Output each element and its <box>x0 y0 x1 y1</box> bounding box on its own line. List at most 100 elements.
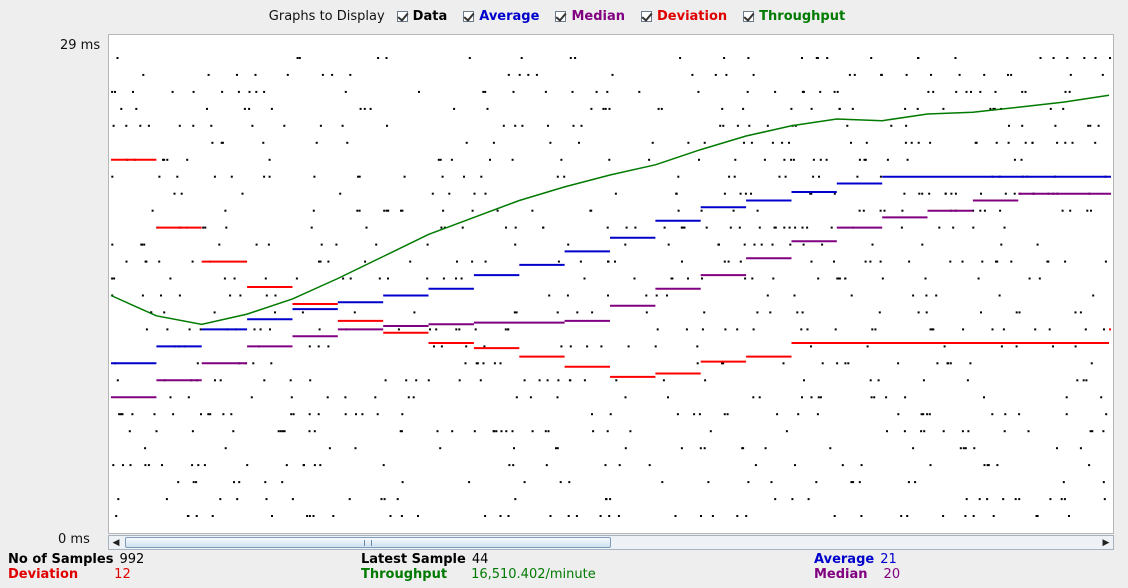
data-point <box>327 260 330 263</box>
graph-svg <box>110 57 1111 517</box>
data-point <box>346 141 349 144</box>
data-point <box>492 430 495 433</box>
data-point <box>1101 73 1104 76</box>
data-point <box>295 277 298 280</box>
data-point <box>403 175 406 178</box>
data-point <box>685 328 688 331</box>
data-point <box>458 379 461 382</box>
data-point <box>1004 413 1007 416</box>
data-point <box>383 498 386 501</box>
data-point <box>312 209 315 212</box>
data-point <box>1036 515 1039 517</box>
data-point <box>920 430 923 433</box>
data-point <box>741 447 744 450</box>
data-point <box>964 515 967 517</box>
data-point <box>707 481 710 484</box>
data-point <box>574 57 577 59</box>
data-point <box>829 447 832 450</box>
data-point <box>229 294 232 297</box>
data-point <box>545 464 548 467</box>
data-point <box>609 498 612 501</box>
data-point <box>739 260 742 263</box>
data-point <box>116 379 119 382</box>
horizontal-scrollbar[interactable]: ◀ ▶ <box>108 535 1114 550</box>
data-point <box>140 243 143 246</box>
checkbox-checked-icon[interactable] <box>463 10 475 22</box>
checkbox-checked-icon[interactable] <box>555 10 567 22</box>
scroll-left-arrow-icon[interactable]: ◀ <box>112 537 120 548</box>
data-point <box>1100 396 1103 399</box>
data-point <box>236 498 239 501</box>
data-point <box>529 396 532 399</box>
data-point <box>970 90 972 93</box>
data-point <box>819 396 822 399</box>
data-point <box>743 243 746 246</box>
data-point <box>608 107 611 110</box>
deviation-checkbox[interactable]: Deviation <box>640 9 727 24</box>
data-point <box>531 209 534 212</box>
data-point <box>331 73 334 76</box>
data-point <box>791 498 794 501</box>
data-point <box>281 481 284 484</box>
data-point <box>609 413 612 416</box>
data-point <box>222 413 225 416</box>
data-point <box>966 379 969 382</box>
data-point <box>903 430 906 433</box>
checkbox-checked-icon[interactable] <box>743 10 755 22</box>
checkbox-checked-icon[interactable] <box>396 10 408 22</box>
data-point <box>207 413 210 416</box>
data-point <box>405 379 408 382</box>
graph-plot-area <box>108 34 1114 534</box>
data-point <box>455 277 457 280</box>
data-point <box>514 243 517 246</box>
median-checkbox[interactable]: Median <box>555 9 625 24</box>
data-point <box>928 192 931 195</box>
data-point <box>358 175 361 178</box>
data-point <box>144 447 147 450</box>
checkbox-checked-icon[interactable] <box>640 10 652 22</box>
data-point <box>929 464 932 467</box>
data-checkbox[interactable]: Data <box>396 9 447 24</box>
data-point <box>806 328 809 331</box>
data-point <box>942 107 945 110</box>
data-point <box>313 430 316 433</box>
data-point <box>1097 124 1100 127</box>
data-point <box>964 447 967 450</box>
data-point <box>437 158 440 161</box>
data-point <box>748 124 751 127</box>
data-point <box>576 311 579 314</box>
data-point <box>315 141 318 144</box>
data-point <box>385 209 388 212</box>
data-point <box>719 124 722 127</box>
data-point <box>1000 243 1003 246</box>
average-checkbox[interactable]: Average <box>463 9 539 24</box>
data-point <box>754 464 757 467</box>
scroll-right-arrow-icon[interactable]: ▶ <box>1102 537 1110 548</box>
median-label: Median <box>814 567 868 582</box>
data-point <box>586 345 589 348</box>
data-point <box>858 209 861 212</box>
data-point <box>125 260 128 263</box>
data-point <box>1000 345 1003 348</box>
data-point <box>128 430 131 433</box>
scrollbar-thumb[interactable] <box>125 537 611 548</box>
data-point <box>793 294 796 297</box>
data-point <box>326 396 329 399</box>
data-point <box>667 243 670 246</box>
data-point <box>996 464 999 467</box>
data-point <box>677 209 680 212</box>
data-point <box>580 124 583 127</box>
data-point <box>801 57 803 59</box>
data-point <box>618 464 621 467</box>
data-point <box>815 57 818 59</box>
data-point <box>440 345 443 348</box>
throughput-checkbox[interactable]: Throughput <box>743 9 845 24</box>
data-point <box>949 362 952 365</box>
data-point <box>703 141 706 144</box>
data-point <box>1021 124 1024 127</box>
data-point <box>1038 277 1041 280</box>
data-point <box>556 175 559 178</box>
data-point <box>163 158 166 161</box>
data-point <box>283 124 286 127</box>
data-point <box>906 158 909 161</box>
